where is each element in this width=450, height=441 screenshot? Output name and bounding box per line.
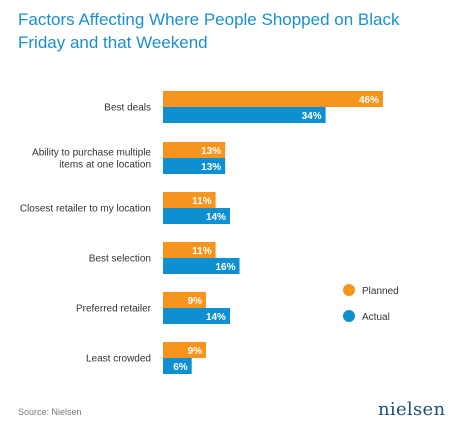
bar-value-label: 6% xyxy=(173,362,188,373)
nielsen-logo: nielsen xyxy=(378,399,446,420)
legend-label: Actual xyxy=(362,312,390,323)
bar-value-label: 14% xyxy=(206,312,226,323)
source-note: Source: Nielsen xyxy=(18,407,82,417)
bar-actual xyxy=(163,358,192,374)
bar-value-label: 13% xyxy=(201,162,221,173)
category-label: Best selection xyxy=(89,254,151,265)
bar-value-label: 11% xyxy=(192,246,212,257)
bar-planned xyxy=(163,342,207,358)
bar-actual xyxy=(163,158,226,174)
bar-planned xyxy=(163,242,216,258)
bar-value-label: 11% xyxy=(192,196,212,207)
category-label: Best deals xyxy=(104,103,151,114)
bar-value-label: 34% xyxy=(302,111,322,122)
category-label: Closest retailer to my location xyxy=(20,204,151,215)
bar-actual xyxy=(163,208,230,224)
bar-value-label: 14% xyxy=(206,212,226,223)
bar-actual xyxy=(163,107,326,123)
bar-planned xyxy=(163,192,216,208)
bar-value-label: 13% xyxy=(201,146,221,157)
legend-marker-actual xyxy=(343,310,355,322)
bar-actual xyxy=(163,258,240,274)
category-label: Least crowded xyxy=(86,354,151,365)
chart-title: Factors Affecting Where People Shopped o… xyxy=(18,10,400,52)
bar-actual xyxy=(163,308,230,324)
legend-label: Planned xyxy=(362,286,399,297)
category-label: items at one location xyxy=(59,160,151,171)
bar-planned xyxy=(163,142,226,158)
bar-planned xyxy=(163,91,383,107)
bar-planned xyxy=(163,292,207,308)
bar-value-label: 16% xyxy=(216,262,236,273)
bar-value-label: 9% xyxy=(188,296,203,307)
bar-value-label: 9% xyxy=(188,346,203,357)
category-label: Preferred retailer xyxy=(76,304,152,315)
bar-value-label: 46% xyxy=(359,95,379,106)
category-label: Ability to purchase multiple xyxy=(32,148,151,159)
legend-marker-planned xyxy=(343,284,355,296)
